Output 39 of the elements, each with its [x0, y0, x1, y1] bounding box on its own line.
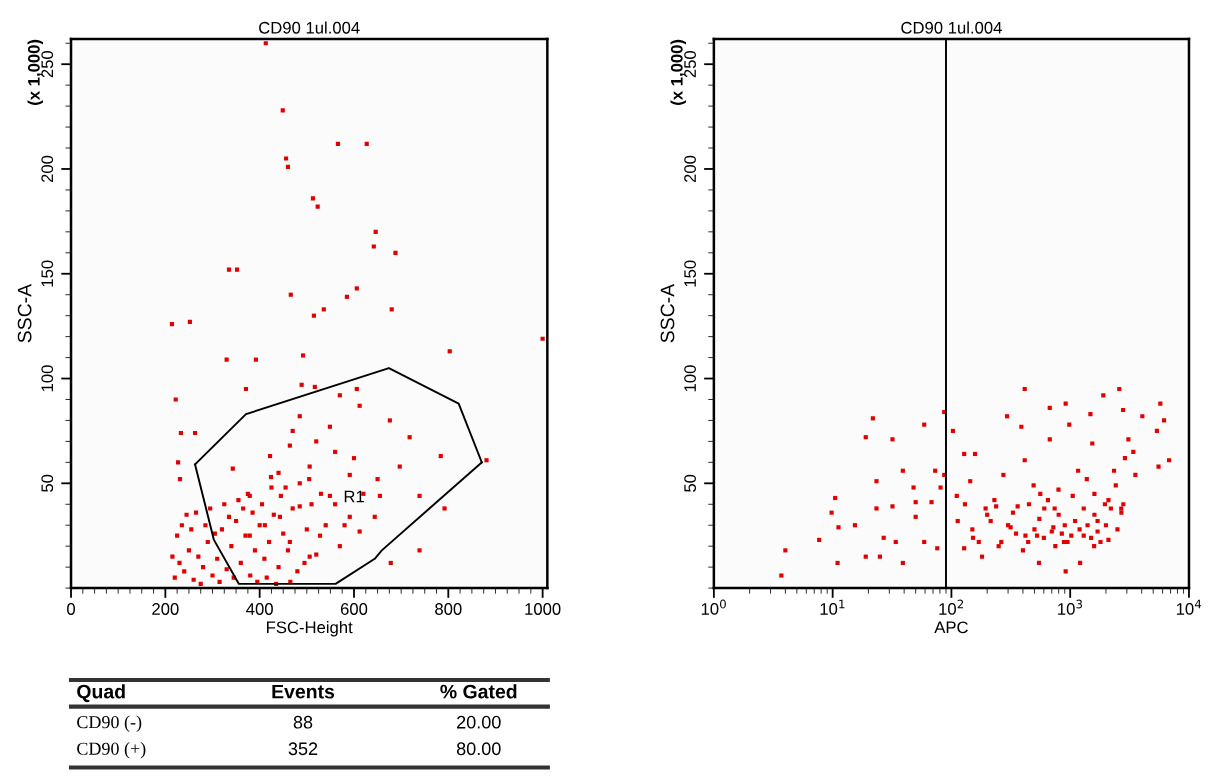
x-tick-label: 400	[246, 603, 273, 615]
x-axis-title: FSC-Height	[267, 620, 353, 637]
y-tick-label: 200	[684, 155, 696, 183]
y-tick-label: 50	[684, 474, 696, 492]
y-tick-label: 150	[41, 260, 54, 287]
x-tick-label: 200	[152, 603, 179, 615]
x-tick-label: 10$^{1}$	[820, 599, 845, 615]
x-tick-label: 10$^{4}$	[1176, 599, 1202, 615]
text: % Gated	[440, 684, 517, 699]
text: Quad	[77, 684, 125, 703]
y-tick-label: 100	[41, 365, 54, 392]
y-tick-label: 150	[684, 260, 696, 287]
x-tick-label: 600	[340, 603, 368, 615]
text: (x 1,000)	[27, 39, 44, 105]
text: Events	[272, 684, 335, 699]
x-tick-label: 0	[67, 603, 76, 615]
y-tick-label: 50	[41, 474, 54, 492]
y-tick-label: 200	[41, 155, 54, 183]
y-tick-label: 250	[684, 50, 696, 78]
x-tick-label: 10$^{3}$	[1058, 599, 1083, 615]
y-axis-title: SSC-A	[660, 283, 675, 343]
x-tick-label: 1000	[525, 603, 561, 615]
x-tick-label: 800	[435, 603, 462, 615]
text: 352	[288, 742, 318, 756]
x-tick-label: 10$^{0}$	[701, 599, 726, 615]
text: 20.00	[457, 715, 501, 729]
text: CD90 (+)	[77, 742, 146, 759]
y-tick-label: 100	[684, 365, 696, 392]
x-tick-label: 10$^{2}$	[939, 599, 964, 615]
text: 80.00	[456, 742, 501, 756]
text: R1	[344, 490, 364, 503]
y-tick-label: 250	[41, 50, 54, 78]
text: (x 1,000)	[670, 39, 686, 105]
text: 88	[293, 715, 313, 729]
text: CD90 (-)	[77, 715, 142, 732]
chart-title: CD90 1ul.004	[259, 21, 360, 34]
chart-title: CD90 1ul.004	[901, 21, 1002, 34]
x-axis-title: APC	[934, 621, 968, 634]
y-axis-title: SSC-A	[17, 283, 32, 343]
